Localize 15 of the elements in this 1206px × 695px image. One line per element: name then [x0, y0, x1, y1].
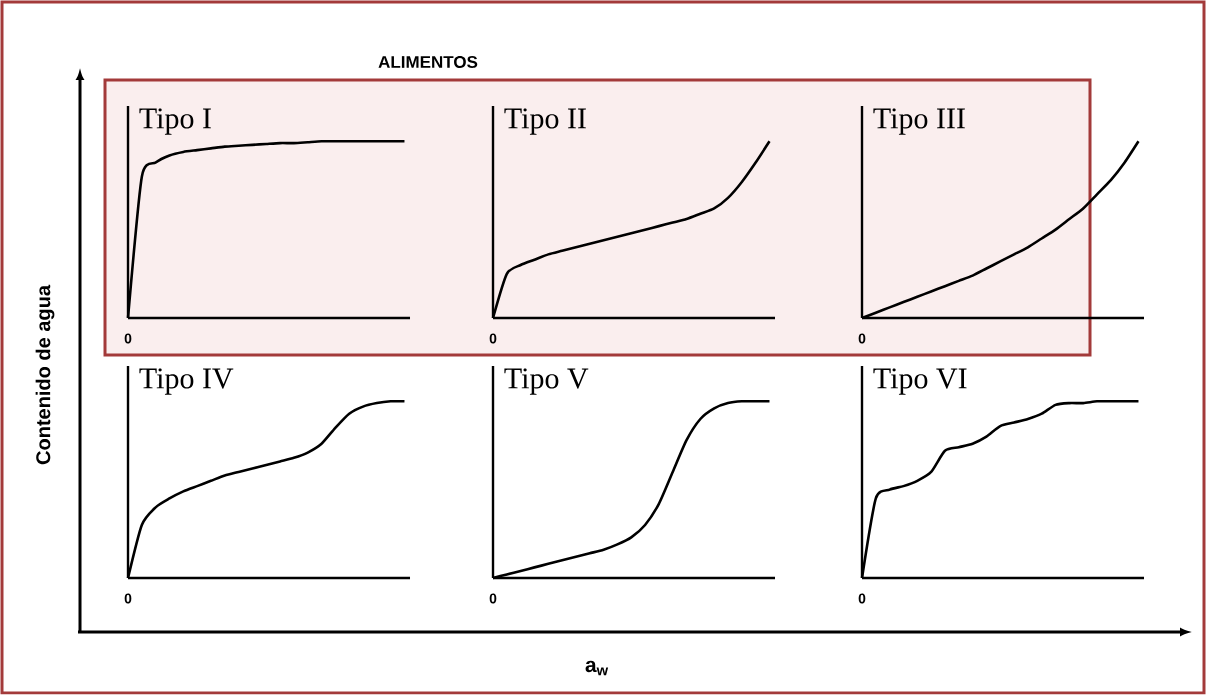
text: 0 [858, 333, 866, 344]
text: 0 [124, 333, 132, 344]
text: Contenido de agua [35, 284, 55, 465]
chart-title: Tipo I [139, 108, 211, 135]
text: a$_{w}$ [585, 660, 609, 676]
text: 0 [489, 333, 497, 344]
chart-title: Tipo VI [873, 368, 967, 395]
chart-title: Tipo V [504, 368, 589, 395]
chart-title: Tipo IV [139, 368, 234, 395]
text: ALIMENTOS [378, 55, 478, 68]
text: 0 [858, 593, 866, 604]
chart-title: Tipo III [873, 108, 965, 135]
text: 0 [124, 593, 132, 604]
text: 0 [489, 593, 497, 604]
chart-title: Tipo II [504, 108, 586, 135]
